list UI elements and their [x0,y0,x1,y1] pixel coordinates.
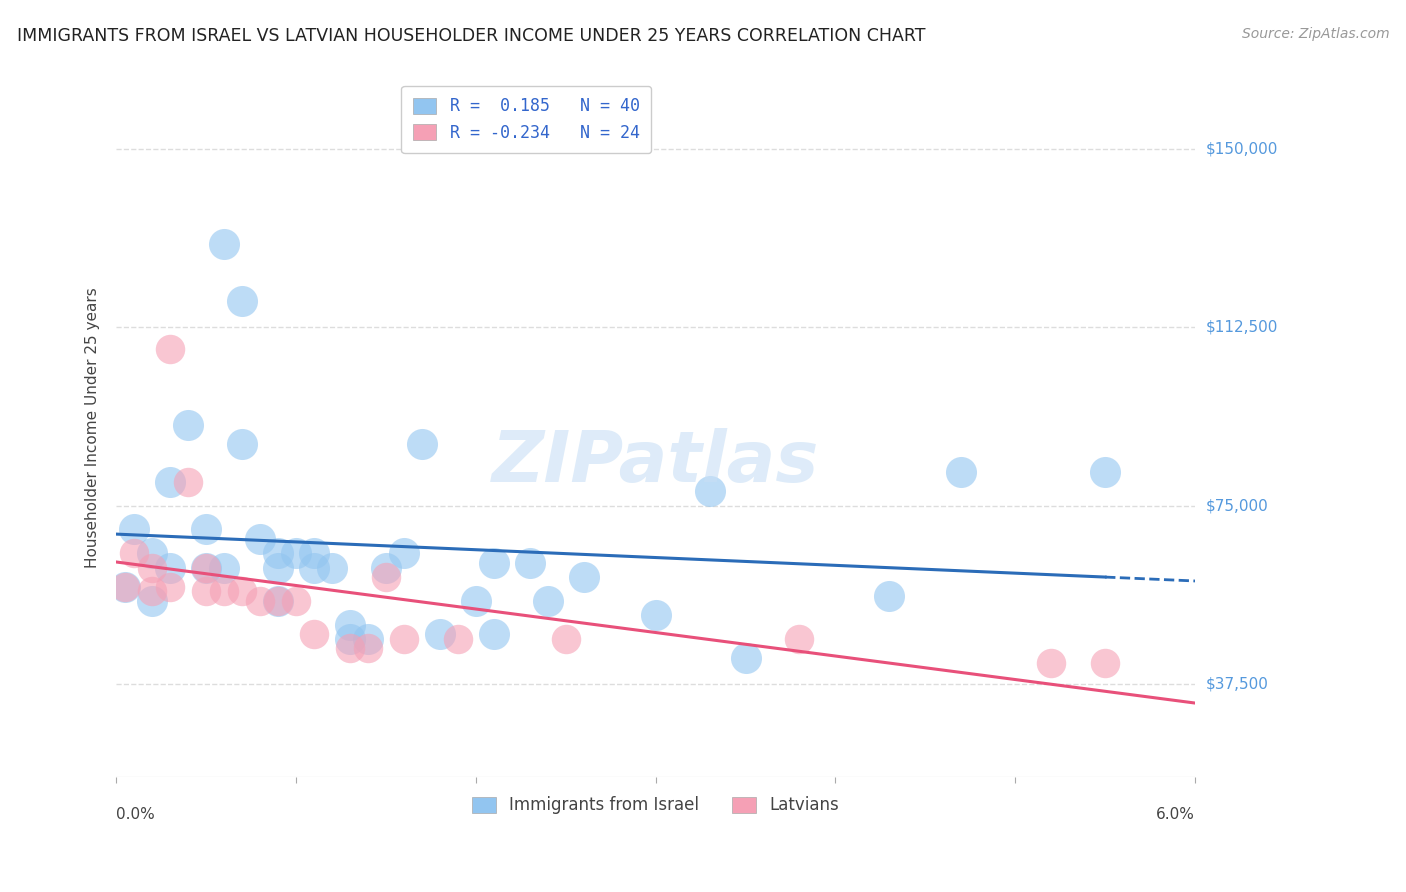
Point [231,584,253,599]
Point [392,632,415,646]
Point [141,546,163,560]
Point [554,632,576,646]
Point [159,560,181,574]
Point [392,546,415,560]
Point [267,594,290,608]
Point [122,546,145,560]
Text: IMMIGRANTS FROM ISRAEL VS LATVIAN HOUSEHOLDER INCOME UNDER 25 YEARS CORRELATION : IMMIGRANTS FROM ISRAEL VS LATVIAN HOUSEH… [17,27,925,45]
Point [879,589,901,603]
Point [302,627,325,641]
Point [195,523,218,537]
Point [375,560,398,574]
Point [572,570,595,584]
Point [1094,656,1116,670]
Point [519,556,541,570]
Point [159,475,181,489]
Point [285,594,308,608]
Point [177,417,200,432]
Text: $112,500: $112,500 [1206,319,1278,334]
Point [789,632,811,646]
Legend: Immigrants from Israel, Latvians: Immigrants from Israel, Latvians [463,787,849,824]
Point [734,651,756,665]
Point [114,580,136,594]
Point [302,546,325,560]
Text: $37,500: $37,500 [1206,677,1270,691]
Point [411,437,433,451]
Point [321,560,343,574]
Point [114,580,136,594]
Point [195,584,218,599]
Point [195,560,218,574]
Text: Source: ZipAtlas.com: Source: ZipAtlas.com [1241,27,1389,41]
Point [339,641,361,656]
Point [482,627,505,641]
Text: 0.0%: 0.0% [117,807,155,822]
Point [267,594,290,608]
Point [141,560,163,574]
Point [159,580,181,594]
Point [1040,656,1063,670]
Point [195,560,218,574]
Point [141,594,163,608]
Point [212,560,235,574]
Text: $150,000: $150,000 [1206,141,1278,156]
Point [285,546,308,560]
Point [267,560,290,574]
Point [212,584,235,599]
Point [249,532,271,546]
Point [141,584,163,599]
Point [537,594,560,608]
Point [429,627,451,641]
Text: 6.0%: 6.0% [1156,807,1195,822]
Text: $75,000: $75,000 [1206,498,1268,513]
Point [950,466,973,480]
Point [122,523,145,537]
Point [177,475,200,489]
Point [464,594,486,608]
Point [159,342,181,356]
Point [339,632,361,646]
Point [302,560,325,574]
Point [231,294,253,309]
Point [231,437,253,451]
Point [644,608,666,623]
Point [357,641,380,656]
Point [249,594,271,608]
Point [357,632,380,646]
Point [447,632,470,646]
Point [267,546,290,560]
Point [1094,466,1116,480]
Point [375,570,398,584]
Point [339,617,361,632]
Point [482,556,505,570]
Point [699,484,721,499]
Text: ZIPatlas: ZIPatlas [492,427,820,497]
Point [212,237,235,252]
Y-axis label: Householder Income Under 25 years: Householder Income Under 25 years [86,287,100,567]
